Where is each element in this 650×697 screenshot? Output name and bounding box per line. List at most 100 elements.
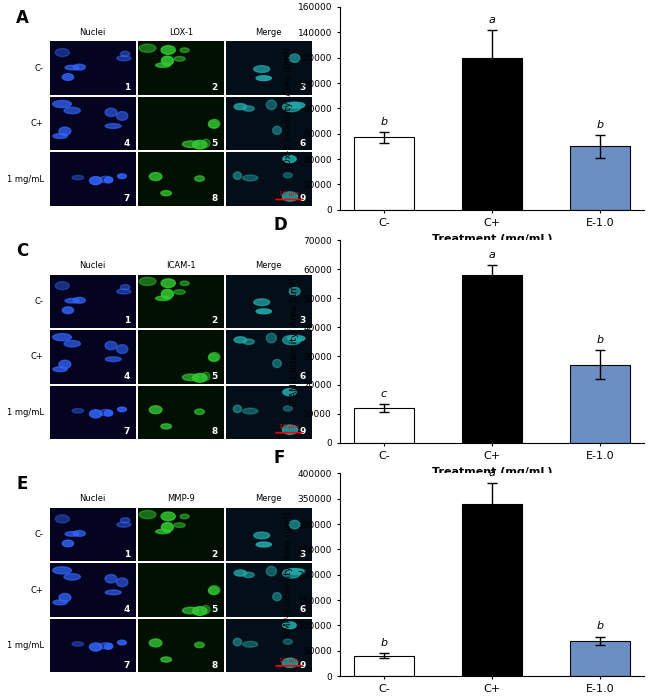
Ellipse shape — [254, 299, 270, 305]
Bar — [570, 146, 630, 210]
Ellipse shape — [254, 532, 270, 539]
Text: 10 μm: 10 μm — [279, 424, 298, 429]
Ellipse shape — [65, 66, 79, 70]
Ellipse shape — [161, 424, 172, 429]
Text: B: B — [274, 0, 286, 1]
Ellipse shape — [183, 141, 199, 148]
Ellipse shape — [120, 284, 130, 290]
Y-axis label: LOx-1 Intensity/ Area (µm²): LOx-1 Intensity/ Area (µm²) — [285, 47, 293, 170]
Text: 7: 7 — [124, 427, 130, 436]
Text: C-: C- — [34, 297, 44, 306]
Text: 4: 4 — [124, 139, 130, 148]
Ellipse shape — [283, 569, 301, 578]
Text: E: E — [16, 475, 27, 493]
Text: c: c — [381, 389, 387, 399]
Ellipse shape — [116, 344, 128, 353]
Ellipse shape — [266, 100, 276, 109]
Ellipse shape — [118, 641, 126, 645]
Ellipse shape — [139, 44, 156, 52]
Ellipse shape — [55, 49, 70, 56]
Ellipse shape — [105, 590, 121, 595]
Y-axis label: MMP-9 Intensity/ Area (µm²): MMP-9 Intensity/ Area (µm²) — [285, 512, 293, 638]
Ellipse shape — [65, 298, 79, 303]
Ellipse shape — [283, 102, 301, 112]
Ellipse shape — [90, 643, 102, 651]
Ellipse shape — [120, 52, 130, 56]
Ellipse shape — [194, 409, 204, 415]
Ellipse shape — [117, 522, 131, 527]
Ellipse shape — [161, 289, 174, 299]
Text: Merge: Merge — [255, 261, 282, 270]
Text: Merge: Merge — [255, 494, 282, 503]
Ellipse shape — [64, 341, 81, 347]
Ellipse shape — [64, 574, 81, 580]
Ellipse shape — [99, 409, 113, 416]
Ellipse shape — [105, 357, 121, 362]
Ellipse shape — [120, 518, 130, 523]
Ellipse shape — [254, 66, 270, 72]
Ellipse shape — [90, 410, 102, 418]
Ellipse shape — [62, 307, 73, 314]
Text: 2: 2 — [212, 316, 218, 325]
Ellipse shape — [243, 106, 254, 112]
Ellipse shape — [202, 606, 210, 614]
Ellipse shape — [55, 515, 70, 523]
Ellipse shape — [105, 177, 112, 183]
Ellipse shape — [233, 172, 242, 179]
Ellipse shape — [73, 64, 85, 70]
Text: C+: C+ — [31, 353, 44, 361]
Ellipse shape — [72, 408, 84, 413]
Ellipse shape — [283, 173, 292, 178]
Ellipse shape — [282, 658, 298, 668]
Ellipse shape — [118, 407, 126, 412]
Text: 1 mg/mL: 1 mg/mL — [6, 408, 44, 417]
Text: 3: 3 — [300, 316, 306, 325]
Text: Nuclei: Nuclei — [79, 261, 106, 270]
Bar — [570, 365, 630, 443]
Ellipse shape — [55, 282, 70, 290]
Text: Merge: Merge — [255, 28, 282, 37]
Ellipse shape — [73, 530, 85, 537]
Ellipse shape — [156, 296, 170, 300]
Text: 6: 6 — [300, 139, 306, 148]
Text: 9: 9 — [300, 194, 306, 204]
Ellipse shape — [266, 333, 276, 343]
Ellipse shape — [105, 108, 117, 116]
Bar — [462, 58, 522, 210]
Ellipse shape — [192, 140, 207, 149]
Text: b: b — [380, 638, 387, 648]
Text: 2: 2 — [212, 549, 218, 558]
Ellipse shape — [180, 48, 189, 52]
Ellipse shape — [194, 176, 204, 181]
Ellipse shape — [273, 360, 281, 367]
Ellipse shape — [150, 173, 162, 181]
Ellipse shape — [156, 63, 170, 68]
Ellipse shape — [233, 638, 242, 646]
Ellipse shape — [287, 569, 305, 574]
Ellipse shape — [117, 56, 131, 61]
Text: 4: 4 — [124, 372, 130, 381]
Ellipse shape — [242, 408, 258, 414]
Ellipse shape — [266, 567, 276, 576]
Ellipse shape — [105, 411, 112, 416]
Text: 8: 8 — [212, 427, 218, 436]
Ellipse shape — [242, 641, 258, 648]
Text: 5: 5 — [212, 372, 218, 381]
Ellipse shape — [62, 74, 73, 80]
Text: 9: 9 — [300, 427, 306, 436]
Text: ICAM-1: ICAM-1 — [166, 261, 196, 270]
Ellipse shape — [161, 46, 176, 54]
Text: b: b — [597, 622, 604, 631]
Ellipse shape — [105, 574, 117, 583]
Ellipse shape — [256, 76, 272, 81]
Ellipse shape — [59, 593, 71, 602]
X-axis label: Treatment (mg/mL): Treatment (mg/mL) — [432, 467, 552, 477]
Text: 5: 5 — [212, 605, 218, 614]
Text: Nuclei: Nuclei — [79, 494, 106, 503]
Ellipse shape — [273, 592, 281, 601]
Ellipse shape — [65, 532, 79, 536]
Ellipse shape — [289, 54, 300, 63]
Ellipse shape — [62, 540, 73, 546]
X-axis label: Treatment (mg/mL): Treatment (mg/mL) — [432, 233, 552, 244]
Ellipse shape — [289, 521, 300, 529]
